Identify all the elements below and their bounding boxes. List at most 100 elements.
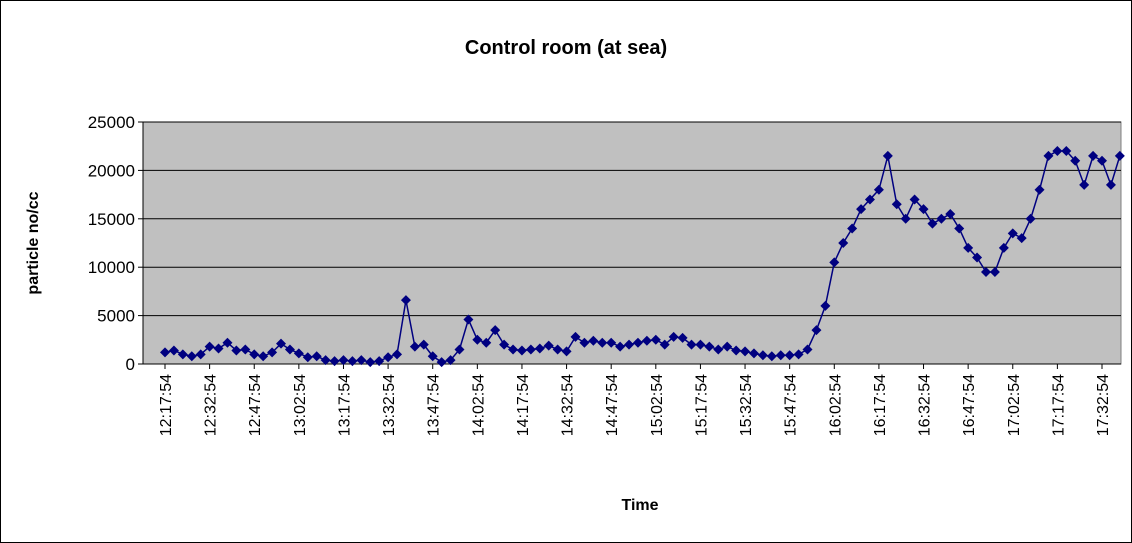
data-point (588, 335, 599, 346)
data-point (392, 349, 403, 360)
y-axis-label: particle no/cc (25, 191, 42, 294)
x-tick-label: 16:02:54 (827, 374, 844, 436)
plot-area (142, 121, 1122, 365)
data-point (284, 344, 295, 355)
data-point (820, 300, 831, 311)
data-point (615, 341, 626, 352)
data-point (766, 351, 777, 362)
data-point (606, 337, 617, 348)
data-point (775, 350, 786, 361)
data-point (632, 337, 643, 348)
x-tick-label: 14:17:54 (515, 374, 532, 436)
data-point (418, 339, 429, 350)
data-point (508, 344, 519, 355)
data-point (338, 355, 349, 366)
y-tick-label: 5000 (97, 307, 135, 326)
data-point (624, 339, 635, 350)
data-point (472, 334, 483, 345)
data-point (543, 340, 554, 351)
data-point (534, 343, 545, 354)
data-point (713, 344, 724, 355)
y-tick-label: 20000 (88, 161, 135, 180)
data-point (240, 344, 251, 355)
data-point (972, 252, 983, 263)
data-point (936, 213, 947, 224)
data-point (204, 341, 215, 352)
data-point (811, 325, 822, 336)
x-tick-label: 14:47:54 (604, 374, 621, 436)
x-tick-label: 17:32:54 (1095, 374, 1112, 436)
data-point (454, 344, 465, 355)
x-axis-label: Time (621, 497, 658, 514)
data-point (793, 349, 804, 360)
y-tick-label: 15000 (88, 210, 135, 229)
data-point (891, 199, 902, 210)
x-tick-label: 13:17:54 (336, 374, 353, 436)
x-tick-label: 15:47:54 (783, 374, 800, 436)
data-point (293, 348, 304, 359)
data-point (267, 347, 278, 358)
data-point (302, 352, 313, 363)
data-point (499, 339, 510, 350)
data-point (954, 223, 965, 234)
chart-title: Control room (at sea) (465, 37, 667, 59)
x-tick-label: 17:17:54 (1050, 374, 1067, 436)
data-point (918, 204, 929, 215)
data-point (677, 332, 688, 343)
data-point (525, 344, 536, 355)
data-point (1079, 179, 1090, 190)
data-point (570, 331, 581, 342)
data-point (668, 331, 679, 342)
data-point (463, 314, 474, 325)
data-point (847, 223, 858, 234)
y-tick-label: 25000 (88, 113, 135, 132)
data-point (980, 267, 991, 278)
data-point (722, 341, 733, 352)
x-tick-label: 14:02:54 (470, 374, 487, 436)
data-point (1105, 179, 1116, 190)
data-point (873, 184, 884, 195)
data-point (258, 351, 269, 362)
x-tick-label: 17:02:54 (1006, 374, 1023, 436)
data-point (481, 337, 492, 348)
data-point (695, 339, 706, 350)
x-tick-label: 15:02:54 (649, 374, 666, 436)
data-point (365, 357, 376, 368)
data-point (427, 351, 438, 362)
data-point (409, 341, 420, 352)
data-point (177, 349, 188, 360)
data-point (374, 356, 385, 367)
data-point (347, 356, 358, 367)
x-tick-label: 13:47:54 (426, 374, 443, 436)
data-point (561, 346, 572, 357)
x-tick-label: 16:47:54 (961, 374, 978, 436)
x-tick-label: 16:17:54 (872, 374, 889, 436)
x-tick-label: 14:32:54 (560, 374, 577, 436)
data-point (1088, 150, 1099, 161)
data-point (1043, 150, 1054, 161)
data-point (641, 335, 652, 346)
data-point (490, 325, 501, 336)
data-point (516, 345, 527, 356)
data-point (213, 343, 224, 354)
y-tick-label: 0 (126, 355, 135, 374)
data-point (740, 346, 751, 357)
data-point (186, 351, 197, 362)
data-point (802, 344, 813, 355)
data-point (784, 350, 795, 361)
data-point (882, 150, 893, 161)
data-point (552, 344, 563, 355)
x-tick-label: 13:02:54 (292, 374, 309, 436)
data-point (222, 337, 233, 348)
data-point (659, 339, 670, 350)
data-point (195, 349, 206, 360)
data-point (1007, 228, 1018, 239)
data-point (160, 347, 170, 358)
data-point (1025, 213, 1036, 224)
data-point (1052, 146, 1063, 157)
data-point (276, 338, 287, 349)
data-point (838, 238, 849, 248)
data-point (231, 345, 242, 356)
data-point (1016, 233, 1027, 244)
y-tick-label: 10000 (88, 258, 135, 277)
